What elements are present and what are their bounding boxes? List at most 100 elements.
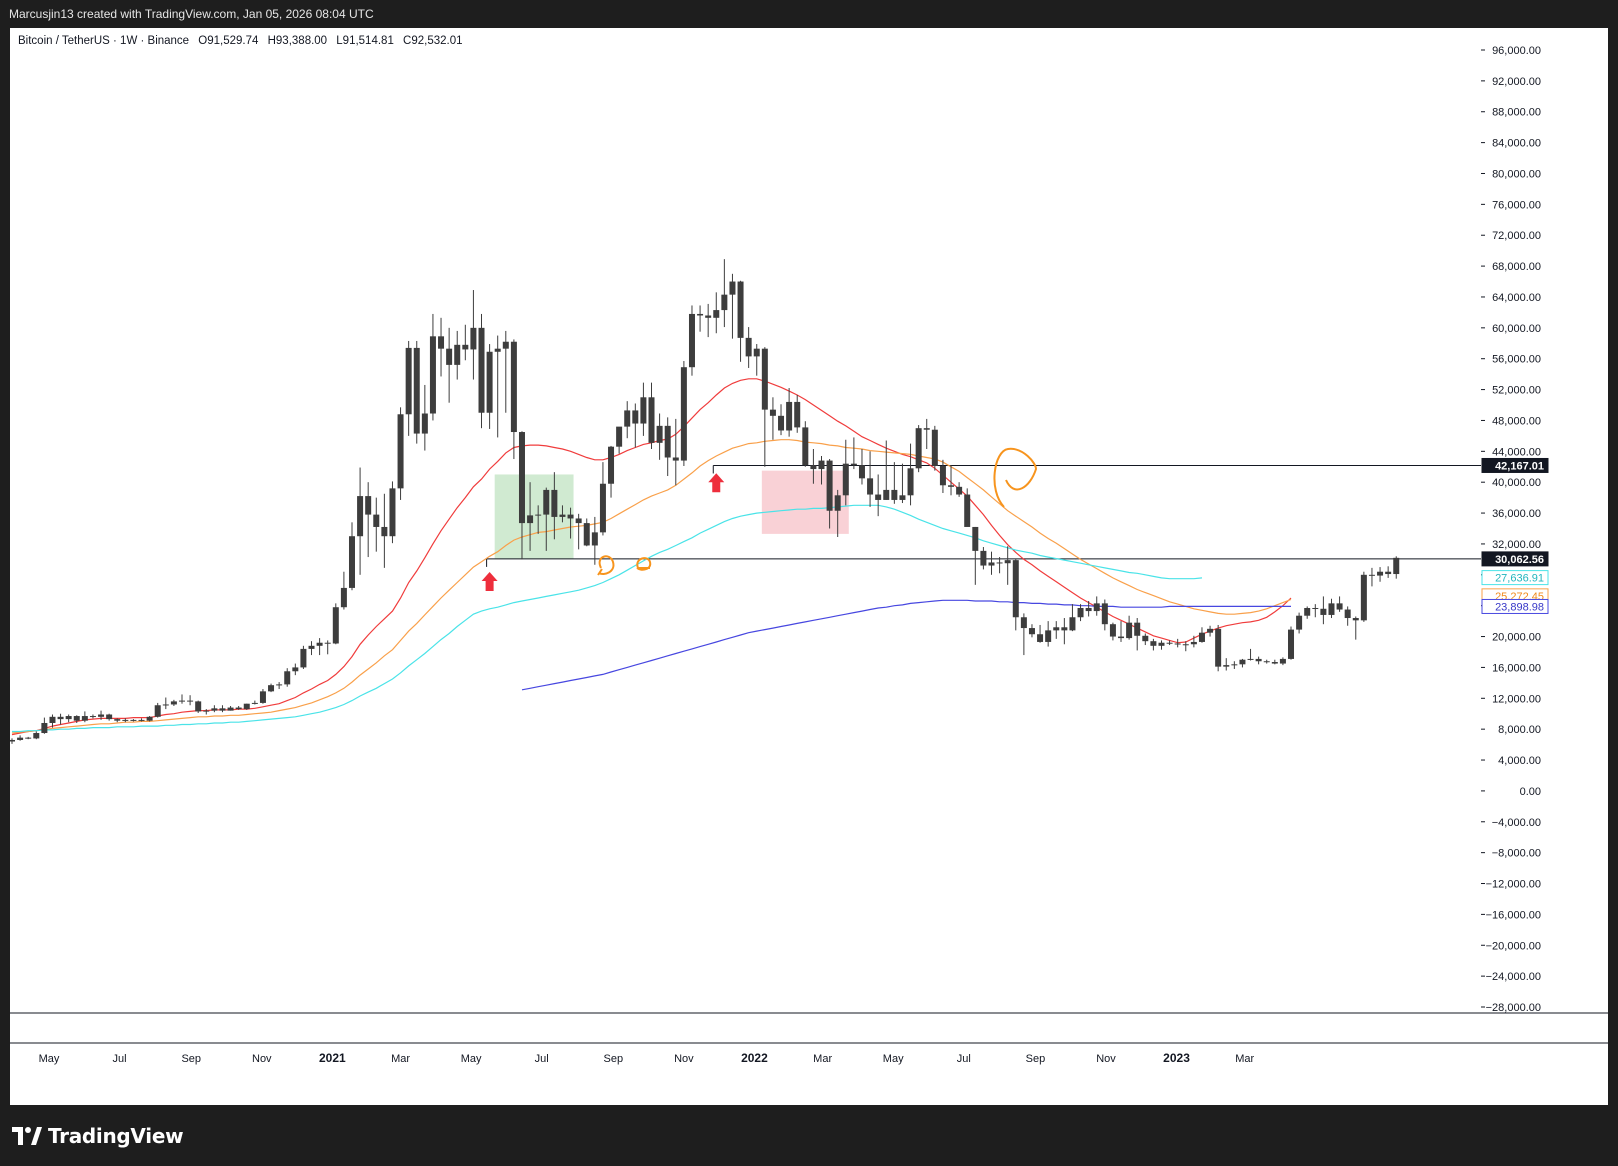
up-arrow-icon (481, 571, 498, 591)
candle-body (850, 463, 857, 466)
x-tick-label: 2023 (1163, 1051, 1190, 1065)
candle (340, 571, 347, 610)
candle (972, 526, 979, 585)
price-label-text: 23,898.98 (1495, 601, 1544, 613)
candle-body (575, 518, 582, 524)
candle-body (1255, 658, 1262, 662)
candle (624, 401, 631, 439)
candle-body (858, 465, 865, 479)
ema-orange-line (11, 439, 1292, 734)
candle-body (438, 336, 445, 349)
ohlc-close: C92,532.01 (403, 35, 462, 47)
candle (1223, 658, 1230, 671)
candle-body (1288, 629, 1295, 659)
footer-bar: TradingView (0, 1105, 1618, 1166)
candle-body (454, 344, 461, 365)
candle-body (373, 514, 380, 527)
candle-body (1320, 608, 1327, 615)
candle (834, 489, 841, 537)
candle-body (972, 526, 979, 551)
candle-body (672, 457, 679, 461)
candle-body (802, 427, 809, 466)
candle (494, 335, 501, 438)
candle-body (794, 401, 801, 428)
candle-body (753, 348, 760, 357)
candle (858, 449, 865, 485)
candle-body (996, 562, 1003, 564)
candle (276, 682, 283, 690)
candle (1012, 559, 1019, 631)
candle-body (834, 495, 841, 511)
candle (227, 706, 234, 711)
candle-body (786, 401, 793, 431)
candle-body (1118, 636, 1125, 639)
candle (1093, 596, 1100, 616)
candle-body (1037, 634, 1044, 642)
x-tick-label: Sep (181, 1053, 201, 1065)
candle-body (154, 705, 161, 717)
candle (939, 459, 946, 493)
candle (10, 738, 15, 744)
candle (551, 472, 558, 540)
candle-body (138, 719, 145, 721)
candle-body (162, 704, 169, 706)
candle-body (648, 397, 655, 443)
candle (583, 518, 590, 547)
candle-body (980, 550, 987, 566)
candle (1109, 622, 1116, 641)
candle-body (41, 722, 48, 734)
x-tick-label: Nov (252, 1053, 272, 1065)
candle-body (867, 478, 874, 495)
y-tick-label: 76,000.00 (1492, 199, 1541, 211)
candle-body (778, 415, 785, 431)
candle-body (956, 486, 963, 495)
y-tick-label: 56,000.00 (1492, 354, 1541, 366)
y-tick-label: 84,000.00 (1492, 138, 1541, 150)
candle-body (33, 733, 40, 739)
candle-body (810, 465, 817, 470)
candle (187, 695, 194, 706)
y-tick-label: −24,000.00 (1486, 971, 1541, 983)
candle (1061, 618, 1068, 645)
candle (308, 641, 315, 656)
candle (1304, 606, 1311, 619)
candle-body (65, 716, 72, 720)
candle (680, 361, 687, 466)
candle (1134, 618, 1141, 651)
x-tick-label: Nov (674, 1053, 694, 1065)
candle-body (478, 327, 485, 413)
candle-body (1166, 642, 1173, 644)
chart-header: Bitcoin / TetherUS · 1W · Binance O91,52… (18, 35, 463, 47)
candle (988, 551, 995, 575)
candle-body (1344, 609, 1351, 619)
candle-body (470, 327, 477, 350)
candle-body (737, 281, 744, 338)
candle (883, 440, 890, 500)
candle (178, 694, 185, 704)
candle (616, 426, 623, 454)
candle-body (1385, 571, 1392, 575)
chart-frame[interactable]: Bitcoin / TetherUS · 1W · Binance O91,52… (10, 28, 1608, 1105)
candlestick-chart[interactable]: Bitcoin / TetherUS · 1W · Binance O91,52… (10, 28, 1608, 1105)
candle-body (1134, 622, 1141, 636)
ema-cyan-line (12, 504, 1203, 733)
candle-body (1142, 635, 1149, 642)
candle (697, 305, 704, 332)
candle-body (1247, 658, 1254, 660)
candle (1028, 624, 1035, 638)
candle (964, 488, 971, 527)
candle (1279, 657, 1286, 666)
candle-body (219, 708, 226, 711)
candle (429, 313, 436, 421)
candle (899, 463, 906, 504)
candle (672, 418, 679, 486)
candle (1344, 606, 1351, 626)
candle (559, 505, 566, 523)
candle-body (486, 351, 493, 413)
candle-body (1004, 560, 1011, 564)
tradingview-brand[interactable]: TradingView (12, 1124, 184, 1148)
x-tick-label: May (883, 1053, 904, 1065)
candle-body (818, 460, 825, 470)
candle-body (624, 410, 631, 427)
candle-body (1093, 603, 1100, 612)
